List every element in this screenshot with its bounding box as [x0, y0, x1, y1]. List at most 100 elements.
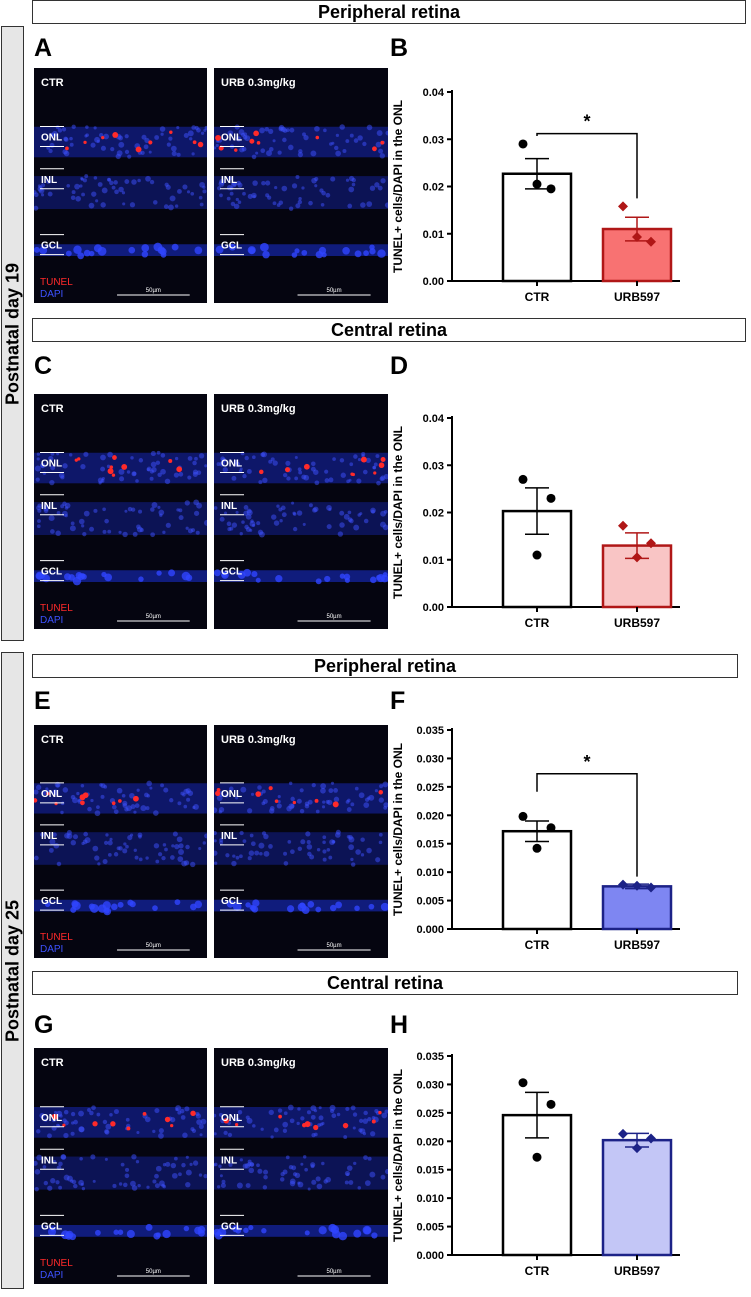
- dapi-nucleus: [105, 833, 109, 837]
- dapi-nucleus: [138, 576, 144, 582]
- dapi-nucleus: [371, 1116, 376, 1120]
- tunel-spot: [164, 1116, 171, 1123]
- dapi-nucleus: [184, 500, 190, 506]
- dapi-nucleus: [130, 456, 134, 460]
- y-tick-label: 0.030: [416, 753, 444, 765]
- tunel-spot: [92, 1121, 98, 1127]
- x-tick-label-urb597: URB597: [614, 290, 660, 304]
- dapi-nucleus: [288, 206, 294, 211]
- dapi-nucleus: [171, 844, 175, 848]
- dapi-nucleus: [251, 192, 257, 199]
- dapi-nucleus: [243, 505, 249, 510]
- dapi-nucleus: [157, 505, 161, 509]
- dapi-nucleus: [344, 1180, 349, 1185]
- data-point: [532, 843, 542, 853]
- dapi-nucleus: [228, 786, 234, 792]
- tunel-spot: [192, 140, 197, 145]
- dapi-nucleus: [152, 905, 158, 911]
- dapi-nucleus: [177, 1110, 182, 1115]
- y-tick-label: 0.020: [416, 810, 444, 822]
- dapi-nucleus: [92, 1179, 96, 1183]
- dapi-nucleus: [172, 831, 178, 837]
- section-title-peripheral-p25: Peripheral retina: [32, 654, 738, 678]
- tunel-spot: [304, 1121, 311, 1128]
- dapi-nucleus: [226, 196, 231, 201]
- dapi-nucleus: [174, 899, 181, 906]
- dapi-nucleus: [265, 180, 271, 186]
- panel-label-b: B: [390, 34, 409, 62]
- dapi-nucleus: [43, 1180, 49, 1186]
- tunel-spot: [109, 465, 114, 469]
- dapi-nucleus: [214, 1162, 218, 1167]
- dapi-nucleus: [154, 1183, 160, 1189]
- dapi-nucleus: [56, 511, 61, 515]
- data-point: [618, 1128, 628, 1139]
- dapi-nucleus: [69, 453, 73, 457]
- dapi-nucleus: [239, 532, 243, 536]
- layer-label-gcl: GCL: [221, 241, 242, 252]
- dapi-nucleus: [49, 479, 55, 486]
- dapi-nucleus: [304, 1230, 310, 1236]
- dapi-nucleus: [199, 202, 204, 207]
- dapi-nucleus: [100, 202, 106, 208]
- dapi-nucleus: [112, 1183, 117, 1188]
- dapi-nucleus: [127, 899, 134, 906]
- panel-label-h: H: [390, 1011, 409, 1039]
- dapi-nucleus: [332, 457, 336, 461]
- dapi-nucleus: [100, 454, 106, 461]
- y-axis-label: TUNEL+ cells/DAPI in the ONL: [391, 1069, 405, 1242]
- dapi-nucleus: [323, 1179, 328, 1184]
- dapi-nucleus: [289, 1180, 296, 1187]
- dapi-nucleus: [273, 520, 280, 526]
- dapi-nucleus: [350, 862, 356, 867]
- tunel-spot: [315, 135, 320, 140]
- dapi-nucleus: [138, 857, 143, 862]
- dapi-nucleus: [375, 141, 382, 148]
- dapi-nucleus: [146, 1185, 150, 1189]
- data-point: [646, 538, 656, 549]
- dapi-nucleus: [299, 788, 304, 793]
- dapi-nucleus: [252, 180, 258, 186]
- dapi-nucleus: [107, 840, 113, 846]
- dapi-nucleus: [381, 1112, 388, 1119]
- dapi-nucleus: [221, 571, 228, 578]
- dapi-nucleus: [239, 854, 243, 859]
- scale-bar-label: 50µm: [326, 614, 341, 620]
- data-point: [546, 1099, 556, 1109]
- dapi-nucleus: [93, 176, 98, 180]
- dapi-nucleus: [339, 573, 345, 579]
- dapi-nucleus: [301, 906, 310, 914]
- dapi-nucleus: [34, 1160, 38, 1166]
- dapi-nucleus: [152, 200, 158, 205]
- dapi-nucleus: [37, 503, 42, 508]
- dapi-nucleus: [228, 176, 233, 181]
- dapi-nucleus: [369, 1171, 376, 1178]
- layer-label-gcl: GCL: [41, 1221, 62, 1232]
- y-tick-label: 0.035: [416, 725, 444, 737]
- dapi-nucleus: [183, 133, 189, 139]
- dapi-nucleus: [133, 848, 137, 852]
- x-tick-label-ctr: CTR: [525, 938, 550, 952]
- dapi-nucleus: [164, 182, 169, 187]
- dapi-nucleus: [250, 905, 257, 912]
- condition-label-urb: URB 0.3mg/kg: [221, 734, 296, 746]
- dapi-nucleus: [177, 801, 182, 806]
- dapi-nucleus: [297, 846, 303, 852]
- dapi-nucleus: [70, 1131, 75, 1136]
- dapi-nucleus: [250, 841, 256, 847]
- layer-label-onl: ONL: [221, 1113, 242, 1124]
- dapi-nucleus: [80, 177, 84, 181]
- dapi-nucleus: [175, 1105, 182, 1111]
- dapi-nucleus: [322, 840, 326, 845]
- dapi-nucleus: [93, 508, 98, 513]
- dapi-nucleus: [178, 1172, 182, 1177]
- y-tick-label: 0.005: [416, 1222, 444, 1234]
- tunel-spot: [332, 801, 339, 808]
- dapi-nucleus: [109, 180, 114, 186]
- tunel-spot: [255, 791, 262, 797]
- dapi-nucleus: [331, 1113, 337, 1119]
- y-axis-label: TUNEL+ cells/DAPI in the ONL: [391, 100, 405, 273]
- layer-label-onl: ONL: [41, 789, 62, 800]
- dapi-nucleus: [281, 185, 288, 192]
- dapi-nucleus: [245, 902, 251, 908]
